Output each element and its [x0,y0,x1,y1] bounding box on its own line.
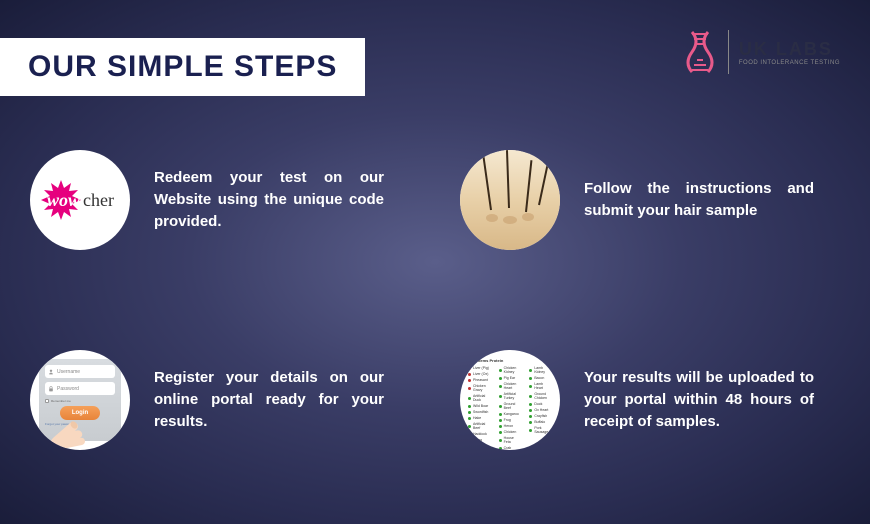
logo-sub-text: FOOD INTOLERANCE TESTING [739,60,840,66]
logo-divider [728,30,729,74]
logo-main-text: UK LABS [739,39,840,60]
hair-icon [460,150,560,250]
step-3-text: Register your details on our online port… [154,367,384,432]
step-4-text: Your results will be uploaded to your po… [584,367,814,432]
username-input: Username [45,365,115,378]
step-1: wow cher Redeem your test on our Website… [30,150,410,250]
remember-checkbox: Remember me [45,399,115,403]
steps-grid: wow cher Redeem your test on our Website… [30,150,840,450]
password-input: Password [45,382,115,395]
finger-icon [47,414,92,449]
page-title: OUR SIMPLE STEPS [0,38,365,96]
dna-icon [682,30,718,74]
step-2: Follow the instructions and submit your … [460,150,840,250]
step-3: Username Password Remember me Login Forg… [30,350,410,450]
step-4: Your Items Protein Liver (Pig) Liver (Ox… [460,350,840,450]
logo: UK LABS FOOD INTOLERANCE TESTING [682,30,840,74]
svg-text:cher: cher [83,190,114,210]
wowcher-icon: wow cher [30,150,130,250]
step-1-text: Redeem your test on our Website using th… [154,167,384,232]
login-icon: Username Password Remember me Login Forg… [30,350,130,450]
results-icon: Your Items Protein Liver (Pig) Liver (Ox… [460,350,560,450]
step-2-text: Follow the instructions and submit your … [584,178,814,222]
svg-text:wow: wow [47,190,81,210]
results-heading: Your Items Protein [468,358,552,363]
